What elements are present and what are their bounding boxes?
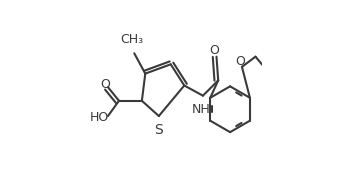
Text: S: S — [154, 123, 163, 137]
Text: O: O — [100, 78, 110, 91]
Text: O: O — [235, 55, 245, 68]
Text: HO: HO — [89, 111, 109, 124]
Text: CH₃: CH₃ — [120, 33, 143, 46]
Text: NH: NH — [192, 103, 211, 116]
Text: O: O — [209, 44, 219, 57]
